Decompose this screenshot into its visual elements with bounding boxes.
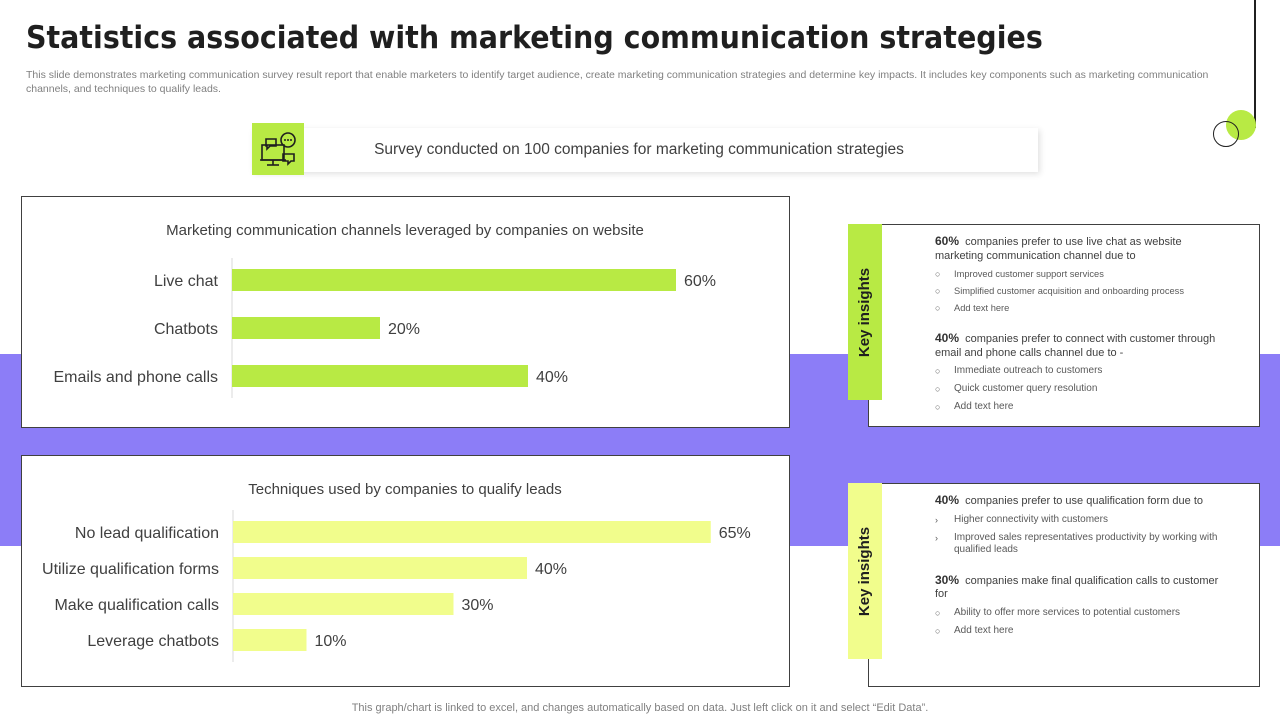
bullet-icon: ○ xyxy=(935,269,941,279)
survey-banner xyxy=(252,128,1038,172)
insight-point-text: Ability to offer more services to potent… xyxy=(954,606,1181,618)
value-label: 40% xyxy=(535,561,567,578)
insight-points: ○ Immediate outreach to customers ○ Quick … xyxy=(935,365,1220,413)
footer-note: This graph/chart is linked to excel, and… xyxy=(351,702,929,714)
chevron-right-icon: › xyxy=(935,514,938,525)
value-label: 60% xyxy=(684,273,716,290)
value-label: 65% xyxy=(719,525,751,542)
insight-point: ○ Simplified customer acquisition and onb… xyxy=(935,285,1220,297)
bullet-icon: ○ xyxy=(935,303,941,313)
key-insights-panel-1: 60% companies prefer to use live chat as… xyxy=(868,224,1260,427)
category-label: Live chat xyxy=(154,273,219,290)
channels-chart: Marketing communication channels leverag… xyxy=(21,196,790,428)
insight-text: companies prefer to use qualification fo… xyxy=(965,495,1204,507)
insight-point-text: Quick customer query resolution xyxy=(954,383,1098,394)
insight-point: ○ Quick customer query resolution xyxy=(935,383,1220,395)
insight-point-text: Add text here xyxy=(954,303,1010,313)
insight-lead: 60% companies prefer to use live chat as… xyxy=(935,234,1220,263)
insight-point: › Higher connectivity with customers xyxy=(935,514,1220,526)
insight-points: › Higher connectivity with customers › Imp… xyxy=(935,514,1220,556)
insight-point-text: Add text here xyxy=(954,624,1014,636)
insight-point-text: Add text here xyxy=(954,401,1014,412)
chevron-right-icon: › xyxy=(935,532,938,543)
insight-lead: 30% companies make final qualification c… xyxy=(935,572,1220,602)
bar-live-chat xyxy=(232,269,676,291)
insight-lead: 40% companies prefer to connect with cus… xyxy=(935,331,1220,360)
insight-point: ○ Immediate outreach to customers xyxy=(935,365,1220,377)
channels-chart-svg: Marketing communication channels leverag… xyxy=(53,222,716,398)
category-label: No lead qualification xyxy=(75,525,219,542)
insight-percent: 40% xyxy=(935,493,960,507)
decorative-line xyxy=(1254,0,1256,128)
page-title: Statistics associated with marketing com… xyxy=(26,20,1043,56)
category-label: Utilize qualification forms xyxy=(42,561,219,578)
bullet-icon: ○ xyxy=(935,286,941,296)
chart-title: Techniques used by companies to qualify … xyxy=(248,481,562,498)
bar-emails-and-phone-calls xyxy=(232,365,528,387)
key-insights-label: Key insights xyxy=(856,526,874,616)
lead-techniques-chart-svg: Techniques used by companies to qualify … xyxy=(42,481,751,662)
insight-content-2: 40% companies prefer to use qualificatio… xyxy=(935,493,1220,643)
insight-point: ○ Add text here xyxy=(935,302,1220,314)
value-label: 40% xyxy=(536,369,568,386)
insight-point-text: Simplified customer acquisition and onbo… xyxy=(954,286,1184,296)
insight-percent: 30% xyxy=(935,572,960,587)
insight-points: ○ Improved customer support services ○ Sim… xyxy=(935,268,1220,314)
insight-point-text: Improved sales representatives productiv… xyxy=(954,531,1218,555)
insight-point: ○ Add text here xyxy=(935,625,1220,637)
bar-chatbots xyxy=(232,317,380,339)
value-label: 20% xyxy=(388,321,420,338)
bullet-icon: ○ xyxy=(935,625,941,636)
bullet-icon: ○ xyxy=(935,366,941,376)
bullet-icon: ○ xyxy=(935,607,941,618)
chat-presentation-icon xyxy=(252,123,304,175)
insight-point: ○ Improved customer support services xyxy=(935,268,1220,280)
chart-title: Marketing communication channels leverag… xyxy=(166,222,644,239)
key-insights-tab-2: Key insights xyxy=(848,483,882,659)
category-label: Chatbots xyxy=(154,321,218,338)
insight-points: ○ Ability to offer more services to poten… xyxy=(935,607,1220,637)
bullet-icon: ○ xyxy=(935,402,941,412)
key-insights-label: Key insights xyxy=(856,267,874,357)
bar-make-qualification-calls xyxy=(233,593,454,615)
bullet-icon: ○ xyxy=(935,384,941,394)
insight-text: companies prefer to use live chat as web… xyxy=(935,236,1182,262)
survey-banner-text: Survey conducted on 100 companies for ma… xyxy=(374,141,904,158)
insight-point-text: Immediate outreach to customers xyxy=(954,365,1103,376)
insight-percent: 60% xyxy=(935,234,960,248)
key-insights-panel-2: 40% companies prefer to use qualificatio… xyxy=(868,483,1260,687)
insight-text: companies make final qualification calls… xyxy=(935,574,1219,601)
bar-no-lead-qualification xyxy=(233,521,711,543)
bar-leverage-chatbots xyxy=(233,629,307,651)
insight-point: ○ Ability to offer more services to poten… xyxy=(935,607,1220,619)
insight-text: companies prefer to connect with custome… xyxy=(935,333,1216,359)
category-label: Leverage chatbots xyxy=(87,633,219,650)
insight-lead: 40% companies prefer to use qualificatio… xyxy=(935,493,1220,509)
lead-techniques-chart: Techniques used by companies to qualify … xyxy=(21,455,790,687)
value-label: 30% xyxy=(462,597,494,614)
bar-utilize-qualification-forms xyxy=(233,557,527,579)
insight-point: › Improved sales representatives producti… xyxy=(935,532,1220,556)
insight-percent: 40% xyxy=(935,331,960,345)
key-insights-tab-1: Key insights xyxy=(848,224,882,400)
category-label: Emails and phone calls xyxy=(53,369,218,386)
decorative-ring xyxy=(1213,121,1239,147)
value-label: 10% xyxy=(315,633,347,650)
insight-point-text: Higher connectivity with customers xyxy=(954,513,1108,525)
insight-point: ○ Add text here xyxy=(935,401,1220,413)
insight-point-text: Improved customer support services xyxy=(954,269,1104,279)
insight-content-1: 60% companies prefer to use live chat as… xyxy=(935,234,1220,419)
page-subtitle: This slide demonstrates marketing commun… xyxy=(26,69,1209,95)
category-label: Make qualification calls xyxy=(54,597,219,614)
